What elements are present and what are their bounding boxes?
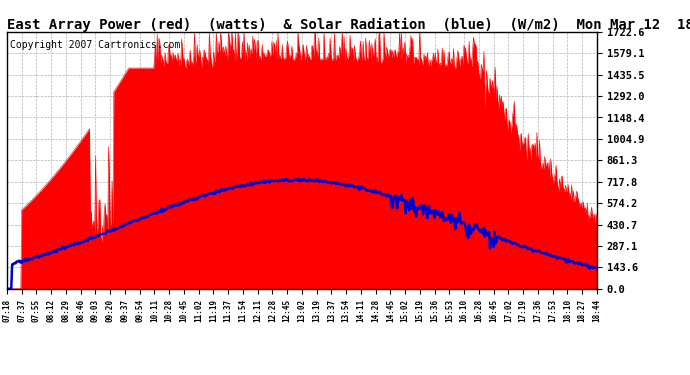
Text: East Array Power (red)  (watts)  & Solar Radiation  (blue)  (W/m2)  Mon Mar 12  : East Array Power (red) (watts) & Solar R…	[7, 18, 690, 32]
Text: Copyright 2007 Cartronics.com: Copyright 2007 Cartronics.com	[10, 40, 180, 50]
